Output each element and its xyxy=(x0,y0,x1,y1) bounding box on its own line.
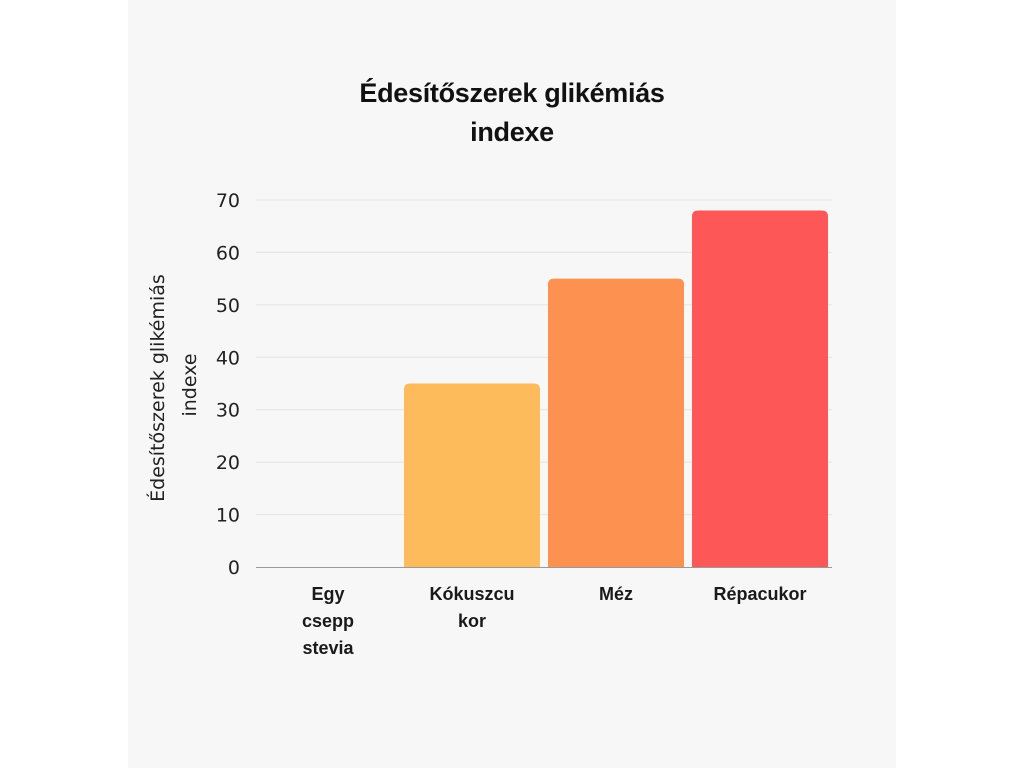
y-axis-ticks: 0 10 20 30 40 50 60 70 xyxy=(216,190,240,579)
x-category-label: Egy csepp stevia xyxy=(302,584,355,658)
x-category-label-line: Kókuszcu xyxy=(429,584,514,604)
x-category-label: Répacukor xyxy=(713,584,806,604)
x-category-label: Méz xyxy=(599,584,633,604)
y-tick-label: 30 xyxy=(216,400,240,422)
bars xyxy=(404,210,828,567)
y-tick-label: 70 xyxy=(216,190,240,212)
chart-title-line-1: Édesítőszerek glikémiás xyxy=(359,78,665,108)
chart-title: Édesítőszerek glikémiás indexe xyxy=(128,74,896,152)
bar xyxy=(404,383,540,567)
y-tick-label: 0 xyxy=(228,557,240,579)
x-axis-categories: Egy csepp stevia Kókuszcu kor Méz Répacukor xyxy=(302,584,807,658)
x-category-label-line: kor xyxy=(458,611,486,631)
x-category-label-line: stevia xyxy=(302,638,354,658)
bar xyxy=(548,278,684,567)
y-tick-label: 50 xyxy=(216,295,240,317)
x-category-label-line: Répacukor xyxy=(713,584,806,604)
chart-title-line-2: indexe xyxy=(470,117,554,147)
x-category-label: Kókuszcu kor xyxy=(429,584,514,631)
y-axis-label-line-2: indexe xyxy=(179,353,201,416)
y-tick-label: 60 xyxy=(216,242,240,264)
y-tick-label: 10 xyxy=(216,505,240,527)
x-category-label-line: Egy xyxy=(311,584,344,604)
y-axis-label-line-1: Édesítőszerek glikémiás xyxy=(146,274,169,502)
x-category-label-line: Méz xyxy=(599,584,633,604)
y-tick-label: 40 xyxy=(216,347,240,369)
y-tick-label: 20 xyxy=(216,452,240,474)
bar xyxy=(692,210,828,567)
y-axis-label: Édesítőszerek glikémiás indexe xyxy=(146,268,201,502)
x-category-label-line: csepp xyxy=(302,611,354,631)
